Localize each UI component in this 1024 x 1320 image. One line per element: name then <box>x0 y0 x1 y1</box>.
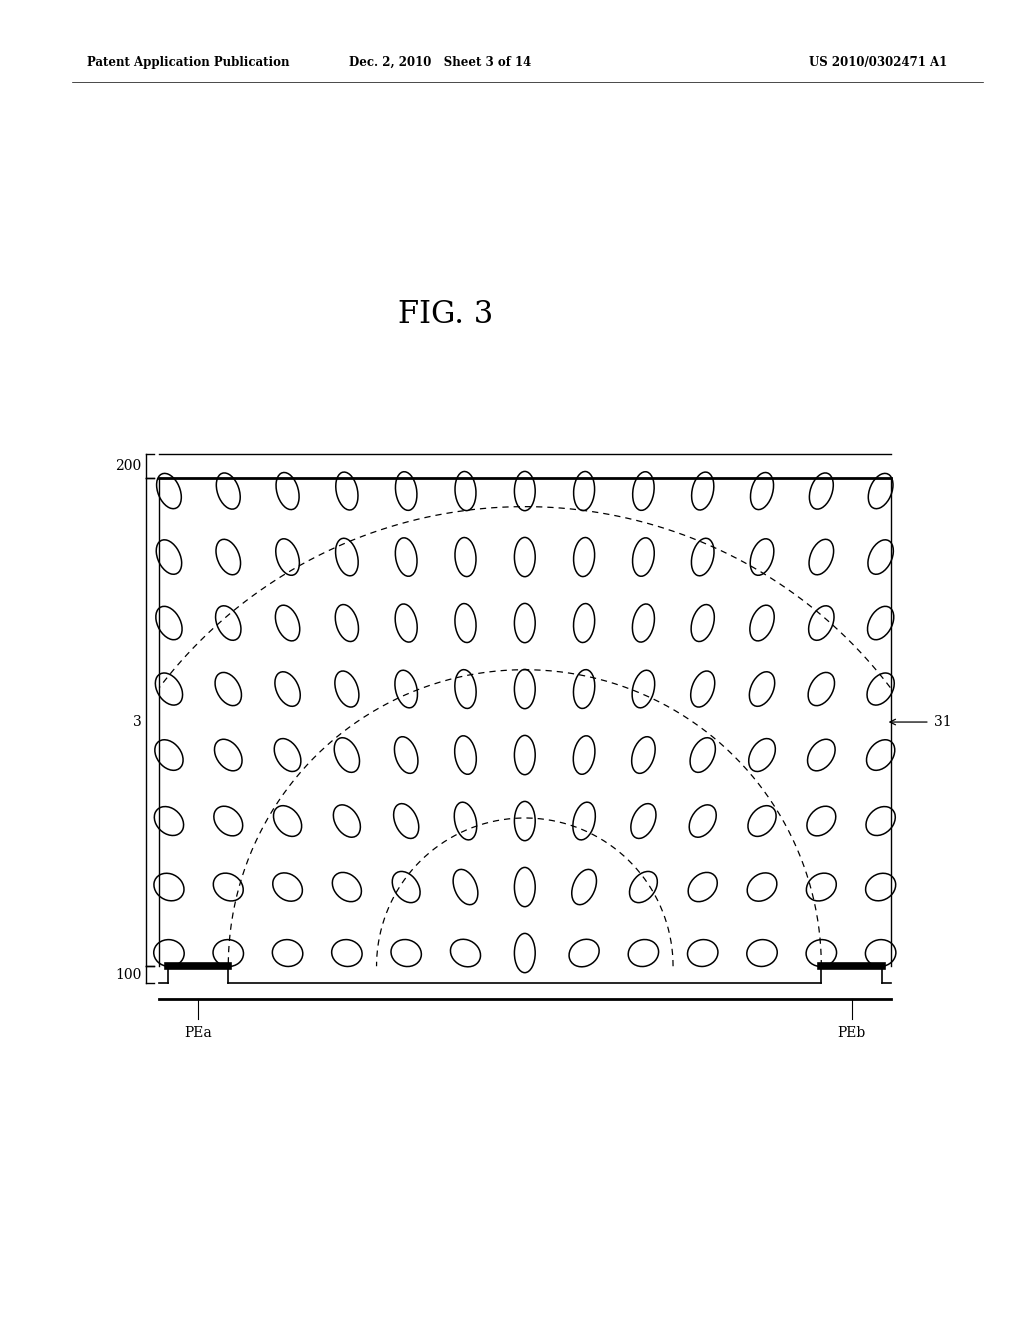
Text: PEb: PEb <box>838 1026 866 1040</box>
Text: US 2010/0302471 A1: US 2010/0302471 A1 <box>809 55 947 69</box>
Text: 100: 100 <box>115 968 141 982</box>
Text: Dec. 2, 2010   Sheet 3 of 14: Dec. 2, 2010 Sheet 3 of 14 <box>349 55 531 69</box>
Text: 200: 200 <box>115 459 141 473</box>
Text: 31: 31 <box>934 715 951 729</box>
Text: PEa: PEa <box>184 1026 212 1040</box>
Text: FIG. 3: FIG. 3 <box>397 298 494 330</box>
Text: Patent Application Publication: Patent Application Publication <box>87 55 290 69</box>
Text: 3: 3 <box>132 715 141 729</box>
